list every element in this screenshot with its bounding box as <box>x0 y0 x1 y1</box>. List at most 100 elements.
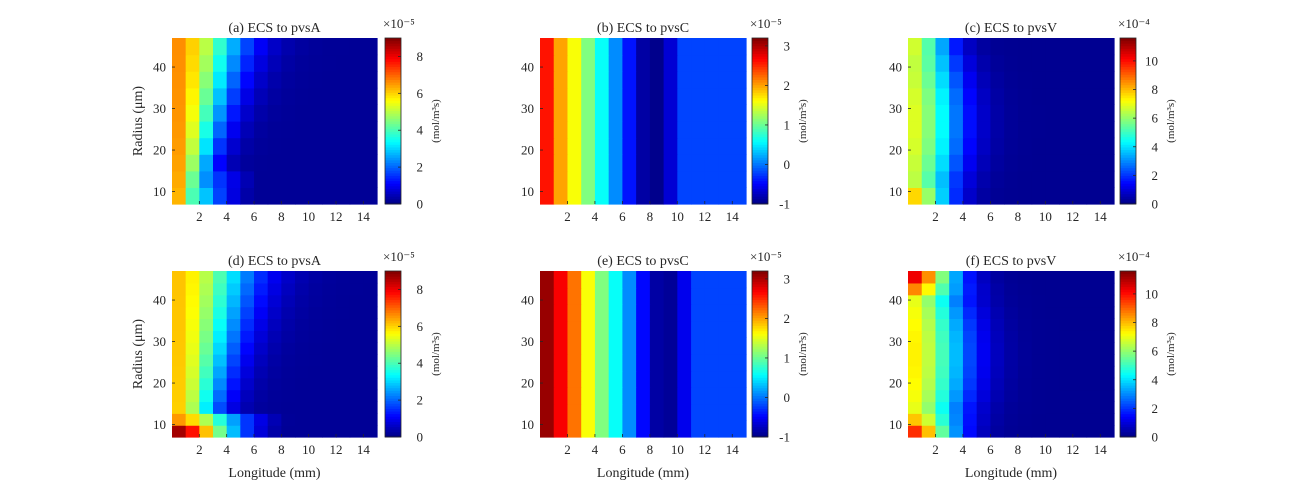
heatmap-cell <box>581 420 596 438</box>
heatmap-cell <box>704 354 720 372</box>
colorbar-segment <box>1120 45 1136 49</box>
colorbar-segment <box>1120 183 1136 187</box>
colorbar-segment <box>752 333 768 337</box>
heatmap-cell <box>732 71 747 89</box>
colorbar-segment <box>752 113 768 117</box>
heatmap-cell <box>704 287 720 305</box>
heatmap-cell <box>935 282 950 296</box>
heatmap-cell <box>267 187 282 205</box>
heatmap-cell <box>1004 38 1019 56</box>
heatmap-cell <box>349 137 364 155</box>
heatmap-cell <box>935 121 950 139</box>
heatmap-cell <box>1017 170 1033 188</box>
heatmap-cell <box>962 121 978 139</box>
colorbar-segment <box>1120 390 1136 394</box>
heatmap-cell <box>226 137 241 155</box>
colorbar-segment <box>1120 364 1136 368</box>
colorbar-segment <box>752 105 768 109</box>
heatmap-cell <box>363 271 378 284</box>
heatmap-cell <box>1031 413 1046 426</box>
colorbar-segment <box>752 82 768 86</box>
heatmap-cell <box>540 137 555 155</box>
colorbar-tick-label: 6 <box>1152 344 1159 359</box>
heatmap-cell <box>1045 413 1060 426</box>
heatmap-cell <box>1031 425 1046 438</box>
heatmap-cell <box>949 38 964 56</box>
heatmap-cell <box>949 137 964 155</box>
heatmap-cell <box>267 104 282 122</box>
colorbar-segment <box>1120 307 1136 311</box>
heatmap-cell <box>921 294 937 308</box>
heatmap-cell <box>349 401 364 414</box>
heatmap-cell <box>663 137 678 155</box>
colorbar-segment <box>385 165 401 169</box>
heatmap-cell <box>308 377 323 391</box>
heatmap-cell <box>732 403 747 421</box>
heatmap-cell <box>308 38 323 56</box>
heatmap-cell <box>1017 137 1033 155</box>
heatmap-cell <box>622 387 637 405</box>
heatmap-cell <box>691 304 706 322</box>
heatmap-cell <box>1086 425 1101 438</box>
heatmap-cell <box>935 38 950 56</box>
heatmap-cell <box>608 170 623 188</box>
colorbar-segment <box>752 102 768 106</box>
heatmap-cell <box>976 401 991 414</box>
heatmap-cell <box>1045 342 1060 355</box>
colorbar-segment <box>752 346 768 350</box>
heatmap-cell <box>295 425 310 438</box>
colorbar-segment <box>1120 411 1136 415</box>
heatmap-cell <box>349 282 364 296</box>
heatmap-cell <box>172 54 187 72</box>
x-axis-label: Longitude (mm) <box>597 466 689 481</box>
heatmap-cell <box>1059 413 1074 426</box>
heatmap-cell <box>622 304 637 322</box>
heatmap-cell <box>704 187 720 205</box>
heatmap-cell <box>1031 342 1046 355</box>
heatmap-cell <box>990 413 1005 426</box>
y-tick-label: 40 <box>153 293 166 308</box>
colorbar-segment <box>1120 403 1136 407</box>
heatmap-cell <box>581 71 596 89</box>
heatmap-cell <box>213 137 228 155</box>
heatmap-cell <box>1017 389 1033 403</box>
heatmap-cell <box>363 104 378 122</box>
heatmap-cell <box>594 54 610 72</box>
x-tick-label: 2 <box>196 442 203 457</box>
heatmap-cell <box>185 104 200 122</box>
heatmap-cell <box>349 187 364 205</box>
heatmap-cell <box>322 87 337 105</box>
heatmap-cell <box>608 38 623 56</box>
heatmap-cell <box>718 137 733 155</box>
colorbar-segment <box>385 312 401 316</box>
heatmap-cell <box>608 337 623 355</box>
heatmap-cell <box>226 38 241 56</box>
colorbar-segment <box>1120 426 1136 430</box>
x-tick-label: 12 <box>698 442 711 457</box>
heatmap-cell <box>581 170 596 188</box>
heatmap-cell <box>1004 71 1019 89</box>
heatmap-cell <box>990 187 1005 205</box>
heatmap-cell <box>1059 425 1074 438</box>
heatmap-cell <box>567 370 582 388</box>
heatmap-cell <box>581 154 596 172</box>
heatmap-cell <box>908 282 923 296</box>
heatmap-cell <box>636 287 651 305</box>
heatmap-cell <box>1031 121 1046 139</box>
colorbar-segment <box>752 108 768 112</box>
colorbar-segment <box>752 289 768 293</box>
heatmap-cell <box>349 104 364 122</box>
heatmap-cell <box>949 294 964 308</box>
heatmap-cell <box>1004 294 1019 308</box>
colorbar-segment <box>385 341 401 345</box>
colorbar-segment <box>752 183 768 187</box>
heatmap-cell <box>1072 354 1088 367</box>
y-tick-label: 10 <box>889 417 902 432</box>
heatmap-cell <box>349 425 364 438</box>
heatmap-cell <box>649 337 665 355</box>
heatmap-cell <box>704 121 720 139</box>
heatmap-cell <box>213 187 228 205</box>
heatmap-cell <box>990 104 1005 122</box>
heatmap-cell <box>172 71 187 89</box>
